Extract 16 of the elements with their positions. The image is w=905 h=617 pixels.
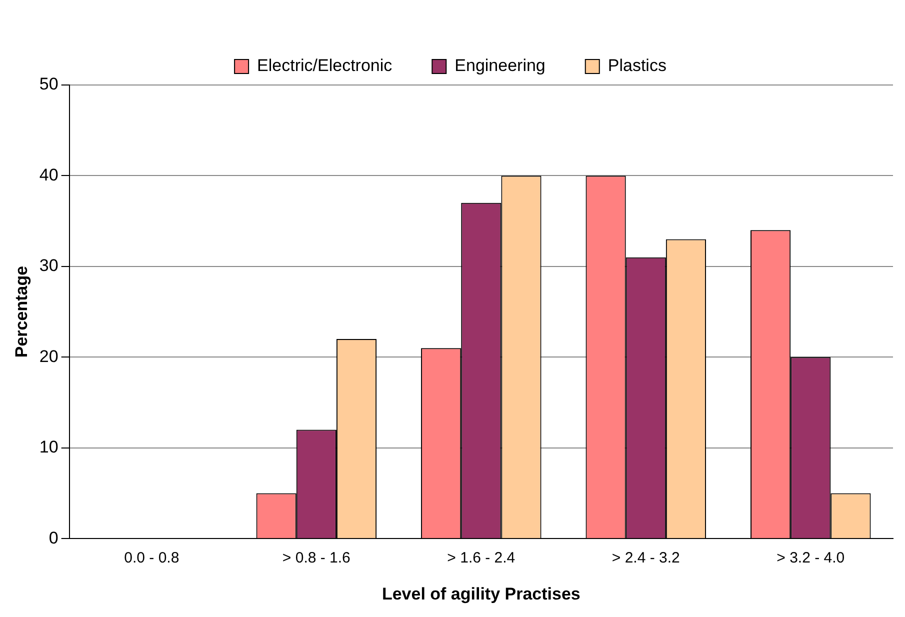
x-tick-label: > 3.2 - 4.0 — [776, 550, 845, 567]
x-axis-title: Level of agility Practises — [382, 584, 580, 604]
y-tick-label: 30 — [39, 256, 58, 276]
y-tick-label: 0 — [48, 528, 58, 548]
x-tick-label: > 1.6 - 2.4 — [447, 550, 516, 567]
legend-label: Electric/Electronic — [257, 56, 393, 76]
x-tick-label: 0.0 - 0.8 — [124, 550, 180, 567]
y-axis-title: Percentage — [12, 266, 31, 358]
y-tick-label: 40 — [39, 165, 58, 184]
y-tick-label: 20 — [39, 346, 58, 366]
legend-label: Engineering — [454, 56, 546, 76]
y-tick-label: 50 — [39, 74, 58, 94]
y-tick-label: 10 — [39, 438, 58, 457]
legend-label: Plastics — [608, 56, 666, 76]
x-tick-label: > 0.8 - 1.6 — [282, 550, 350, 567]
x-tick-label: > 2.4 - 3.2 — [612, 550, 680, 567]
